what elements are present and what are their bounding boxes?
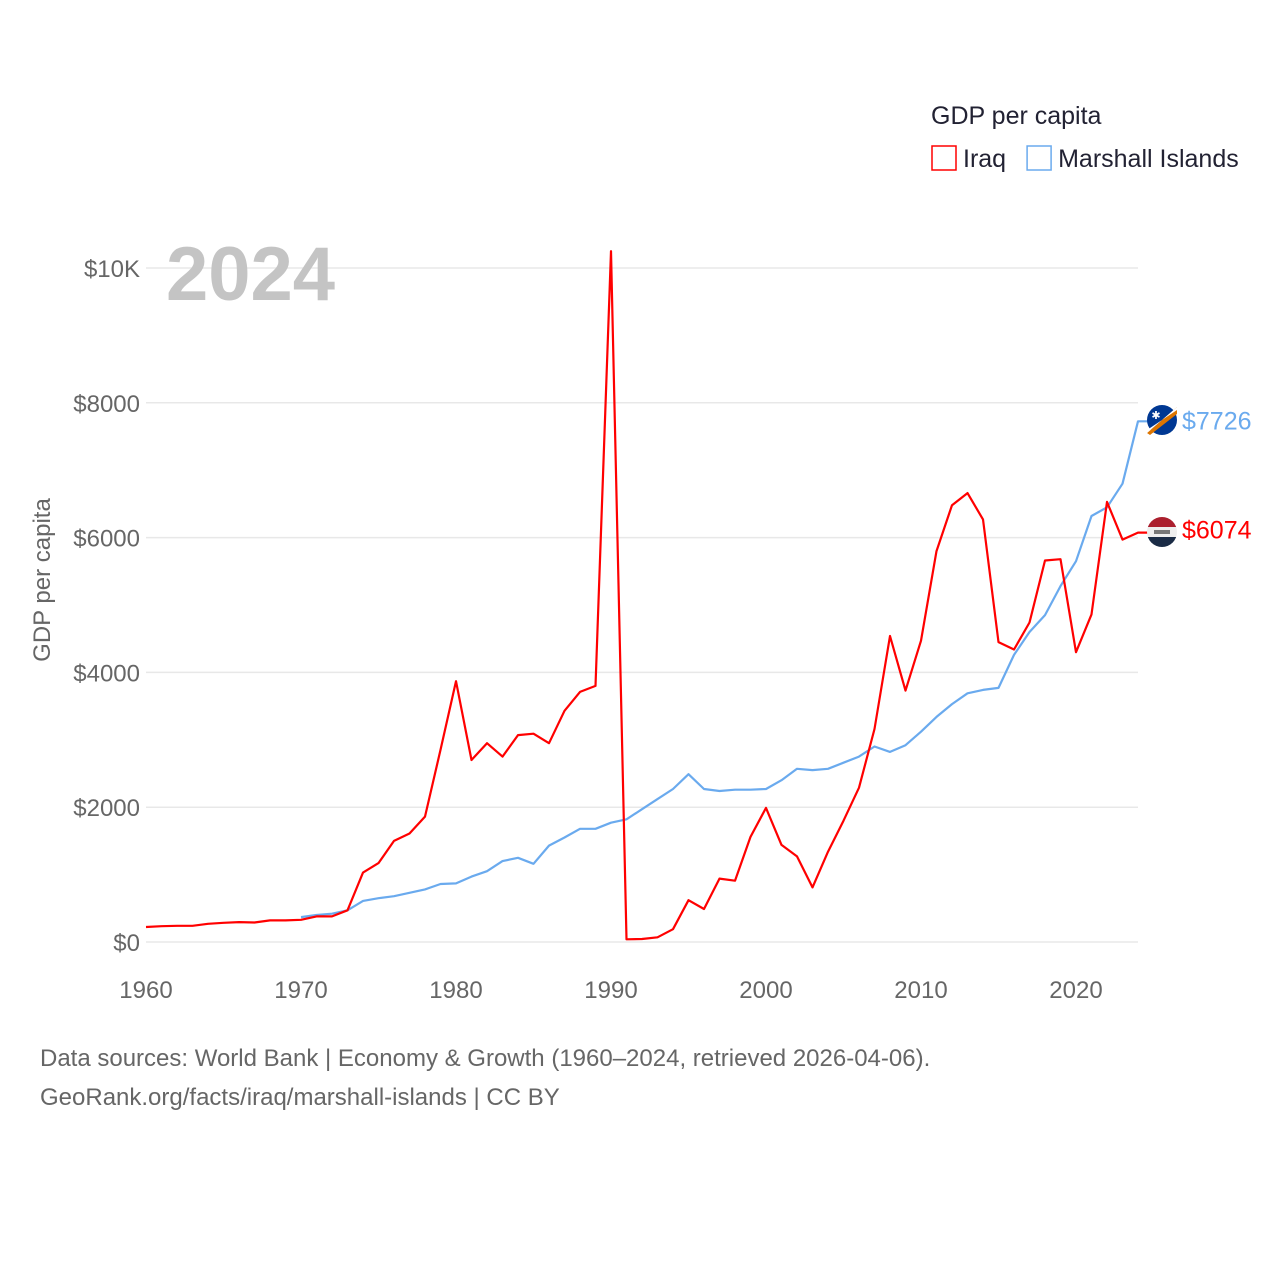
legend-swatch [1026, 145, 1052, 171]
x-tick-label: 1980 [429, 977, 482, 1004]
y-tick-label: $6000 [73, 526, 140, 553]
iraq-flag-icon [1147, 517, 1177, 547]
x-tick-label: 1960 [119, 977, 172, 1004]
end-value-label: $6074 [1182, 517, 1252, 545]
legend-swatch [931, 145, 957, 171]
x-tick-label: 1970 [274, 977, 327, 1004]
footer-link[interactable]: GeoRank.org/facts/iraq/marshall-islands … [40, 1084, 560, 1111]
end-value-label: $7726 [1182, 407, 1252, 435]
legend-item: Marshall Islands [1058, 145, 1239, 173]
svg-text:✱: ✱ [1151, 410, 1160, 422]
footer-sources: Data sources: World Bank | Economy & Gro… [40, 1045, 931, 1072]
y-tick-label: $4000 [73, 660, 140, 687]
x-tick-label: 2010 [894, 977, 947, 1004]
y-tick-label: $8000 [73, 391, 140, 418]
y-tick-label: $10K [84, 256, 140, 283]
year-watermark: 2024 [166, 232, 335, 317]
marshall-islands-flag-icon: ✱ [1147, 405, 1177, 435]
y-tick-label: $0 [113, 930, 140, 957]
legend-title: GDP per capita [931, 102, 1102, 130]
x-tick-label: 1990 [584, 977, 637, 1004]
line-chart: $0 $2000 $4000 $6000 $8000 $10K 1960 1970 1980 1… [29, 102, 1252, 1004]
legend-item: Iraq [963, 145, 1006, 173]
x-tick-label: 2020 [1049, 977, 1102, 1004]
series-line-marshall-islands [300, 420, 1148, 919]
x-tick-label: 2000 [739, 977, 792, 1004]
y-tick-label: $2000 [73, 795, 140, 822]
series-line-iraq [145, 250, 1148, 941]
y-axis-label: GDP per capita [29, 498, 56, 662]
